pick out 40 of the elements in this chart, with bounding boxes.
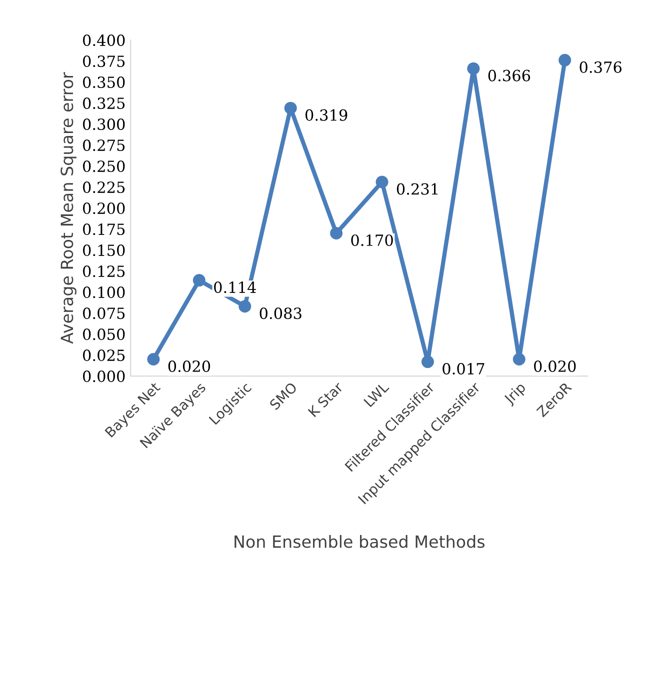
data-label: 0.376 bbox=[580, 61, 622, 73]
point bbox=[421, 356, 434, 368]
point bbox=[238, 300, 252, 313]
data-label: 0.017 bbox=[442, 362, 484, 375]
y-tick-label: 0.250 bbox=[83, 160, 125, 172]
y-tick-label: 0.175 bbox=[83, 224, 125, 236]
y-tick-label: 0.275 bbox=[83, 139, 125, 152]
y-tick-label: 0.150 bbox=[83, 244, 125, 256]
point bbox=[376, 176, 388, 188]
point bbox=[192, 274, 206, 287]
point bbox=[467, 62, 480, 75]
y-tick-label: 0.100 bbox=[83, 286, 125, 298]
y-tick-label: 0.025 bbox=[83, 350, 125, 362]
y-tick-label: 0.225 bbox=[83, 182, 125, 194]
point bbox=[558, 54, 572, 66]
y-tick-label: 0.400 bbox=[83, 34, 125, 46]
point bbox=[512, 353, 526, 366]
y-tick-label: 0.350 bbox=[83, 76, 125, 88]
data-label: 0.319 bbox=[305, 109, 348, 121]
y-tick-label: 0.125 bbox=[83, 266, 125, 278]
y-tick-label: 0.300 bbox=[83, 118, 125, 130]
x-axis-title: Non Ensemble based Methods bbox=[234, 535, 485, 548]
y-axis-title: Average Root Mean Square error bbox=[60, 72, 76, 344]
data-label: 0.366 bbox=[488, 70, 530, 82]
x-tick-label: Jrip bbox=[502, 381, 528, 407]
data-label: 0.231 bbox=[396, 183, 438, 195]
point bbox=[330, 226, 343, 240]
point bbox=[284, 102, 297, 114]
data-label: 0.170 bbox=[351, 234, 393, 246]
y-tick-label: 0.050 bbox=[83, 328, 125, 340]
y-tick-label: 0.325 bbox=[83, 97, 125, 110]
data-label: 0.020 bbox=[168, 360, 210, 372]
data-label: 0.083 bbox=[260, 308, 302, 320]
y-tick-label: 0.000 bbox=[83, 370, 125, 382]
data-label: 0.020 bbox=[534, 360, 576, 372]
y-tick-label: 0.075 bbox=[83, 308, 125, 320]
point bbox=[147, 353, 160, 366]
data-label: 0.114 bbox=[214, 281, 256, 294]
y-tick-label: 0.375 bbox=[83, 55, 125, 68]
y-tick-label: 0.200 bbox=[83, 202, 125, 214]
